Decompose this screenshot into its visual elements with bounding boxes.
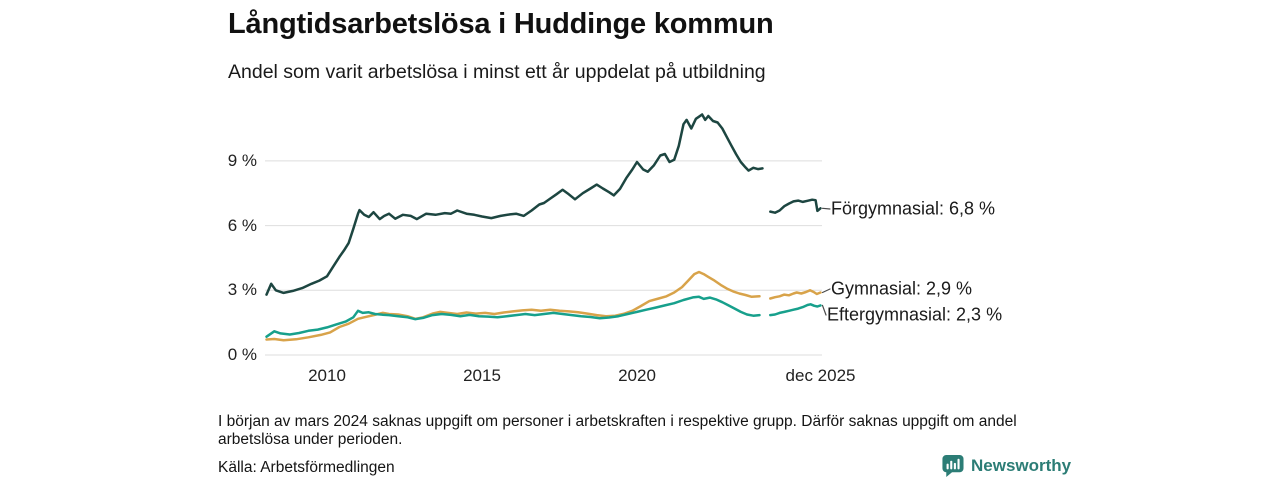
newsworthy-logo[interactable]: Newsworthy	[941, 454, 1071, 477]
series-end-label-forgymnasial: Förgymnasial: 6,8 %	[831, 198, 996, 219]
source-attribution: Källa: Arbetsförmedlingen	[218, 459, 395, 476]
series-end-label-gymnasial: Gymnasial: 2,9 %	[831, 278, 973, 299]
newsworthy-wordmark: Newsworthy	[971, 455, 1072, 475]
footnote: I början av mars 2024 saknas uppgift om …	[218, 413, 1017, 448]
newsworthy-bubble-chart-icon	[941, 454, 964, 477]
page-subtitle: Andel som varit arbetslösa i minst ett å…	[228, 61, 766, 83]
series-end-label-eftergymnasial: Eftergymnasial: 2,3 %	[827, 304, 1003, 325]
page-title: Långtidsarbetslösa i Huddinge kommun	[228, 8, 774, 40]
